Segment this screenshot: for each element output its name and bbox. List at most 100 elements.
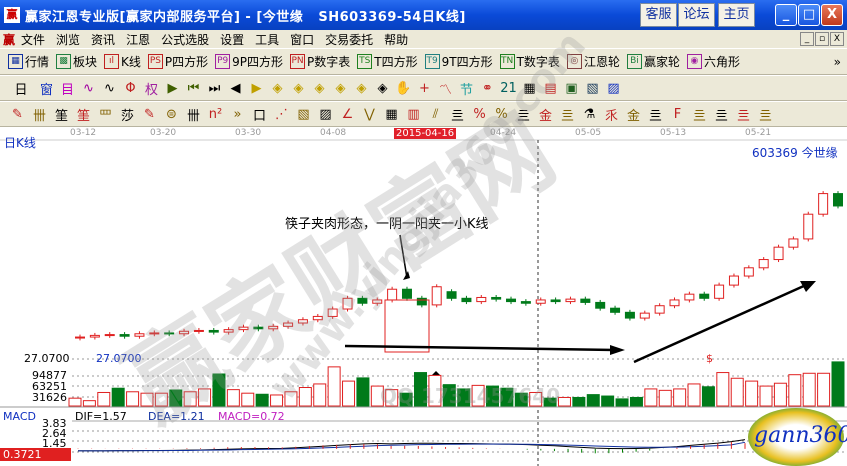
chart-tool-icon[interactable]: Φ [125,80,136,96]
chart-tool-icon[interactable]: 节 [459,82,473,98]
chart-tool-icon[interactable]: 21 [500,80,517,96]
drawing-tool-icon[interactable]: ⊜ [166,106,177,122]
toolbar-kline-button[interactable]: ıl K线 [104,53,141,70]
menu-trade[interactable]: 交易委托 [325,32,374,47]
period-select[interactable]: 日 [14,82,28,98]
toolbar-p9-button[interactable]: P9 9P四方形 [215,53,283,70]
mdi-minimize-button[interactable]: _ [800,32,814,46]
drawing-tool-icon[interactable]: 亖 [692,108,706,124]
chart-tool-icon[interactable]: ⏭ [208,80,221,96]
drawing-tool-icon[interactable]: 罒 [98,108,112,124]
drawing-tool-icon[interactable]: ✎ [12,106,23,122]
customer-service-button[interactable]: 客服 [640,3,677,27]
drawing-tool-icon[interactable]: 金 [538,108,552,124]
drawing-tool-icon[interactable]: » [233,106,242,122]
menu-browse[interactable]: 浏览 [56,32,81,47]
chart-tool-icon[interactable]: ◈ [377,80,388,96]
chart-tool-icon[interactable]: ◈ [314,80,325,96]
chart-tool-icon[interactable]: + [419,80,430,96]
chart-tool-icon[interactable]: 目 [60,82,74,98]
toolbar-t-square-button[interactable]: TS T四方形 [357,53,418,70]
chart-tool-icon[interactable]: ▤ [544,80,557,96]
drawing-tool-icon[interactable]: 筀 [54,108,68,124]
chart-tool-icon[interactable]: ◈ [293,80,304,96]
toolbar-tn-button[interactable]: TN T数字表 [499,53,560,70]
chart-tool-icon[interactable]: ▦ [523,80,536,96]
close-button[interactable]: X [821,4,843,26]
drawing-tool-icon[interactable]: ✎ [144,106,155,122]
drawing-tool-icon[interactable]: 筀 [76,108,90,124]
candle [223,329,234,333]
drawing-tool-icon[interactable]: 乑 [604,108,618,124]
chart-tool-icon[interactable]: ▶ [167,80,178,96]
kline-chart[interactable] [0,127,847,466]
toolbar-gann-wheel-button[interactable]: ◎ 江恩轮 [566,53,620,70]
chart-tool-icon[interactable]: 〽 [438,82,452,98]
chart-tool-icon[interactable]: ⏮ [187,80,200,96]
chart-tool-icon[interactable]: ▧ [586,80,599,96]
menu-window[interactable]: 窗口 [290,32,315,47]
menu-info[interactable]: 资讯 [91,32,116,47]
drawing-tool-icon[interactable]: 卌 [186,108,200,124]
chart-tool-icon[interactable]: ⚭ [482,80,493,96]
drawing-tool-icon[interactable]: ▨ [319,106,332,122]
toolbar-blocks-button[interactable]: ▩ 板块 [56,53,97,70]
drawing-tool-icon[interactable]: % [473,106,486,122]
drawing-tool-icon[interactable]: ⋁ [364,106,375,122]
chart-tool-icon[interactable]: ∿ [83,80,94,96]
menu-file[interactable]: 文件 [21,32,46,47]
t9-icon: T9 [424,54,440,69]
chart-tool-icon[interactable]: 权 [144,82,158,98]
drawing-tool-icon[interactable]: 亖 [560,108,574,124]
drawing-tool-icon[interactable]: 亖 [758,108,772,124]
maximize-button[interactable]: □ [798,4,820,26]
drawing-tool-icon[interactable]: 亖 [714,108,728,124]
drawing-tool-icon[interactable]: F [673,106,682,122]
drawing-tool-icon[interactable]: ∠ [341,106,354,122]
forum-button[interactable]: 论坛 [678,3,715,27]
drawing-tool-icon[interactable]: 亖 [516,108,530,124]
candle [372,299,383,304]
toolbar-t9-button[interactable]: T9 9T四方形 [424,53,493,70]
menu-gann[interactable]: 江恩 [126,32,151,47]
drawing-tool-icon[interactable]: n² [208,106,223,122]
drawing-tool-icon[interactable]: ▥ [407,106,420,122]
chart-tool-icon[interactable]: ▣ [565,80,578,96]
home-button[interactable]: 主页 [718,3,755,27]
drawing-tool-icon[interactable]: 金 [626,108,640,124]
drawing-tool-icon[interactable]: ⫽ [432,106,439,122]
drawing-tool-icon[interactable]: 口 [252,108,266,124]
menu-formula[interactable]: 公式选股 [161,32,210,47]
chart-tool-icon[interactable]: ▶ [251,80,262,96]
drawing-tool-icon[interactable]: 卌 [32,108,46,124]
mdi-close-button[interactable]: X [830,32,844,46]
chart-tool-icon[interactable]: ◈ [272,80,283,96]
chart-tool-icon[interactable]: ▨ [607,80,620,96]
menu-help[interactable]: 帮助 [384,32,409,47]
drawing-tool-icon[interactable]: ▧ [297,106,310,122]
chart-tool-icon[interactable]: 窗 [39,82,53,98]
drawing-tool-icon[interactable]: 莎 [120,108,134,124]
drawing-tool-icon[interactable]: % [495,106,508,122]
mdi-restore-button[interactable]: ▫ [815,32,829,46]
chart-tool-icon[interactable]: ◈ [335,80,346,96]
chart-tool-icon[interactable]: ◀ [230,80,241,96]
toolbar-hexagon-button[interactable]: ◉ 六角形 [686,53,740,70]
drawing-tool-icon[interactable]: 亖 [450,108,464,124]
drawing-tool-icon[interactable]: 亖 [736,108,750,124]
chart-tool-icon[interactable]: ✋ [395,80,412,96]
drawing-tool-icon[interactable]: ⋰ [275,106,288,122]
menu-settings[interactable]: 设置 [220,32,245,47]
toolbar-more-button[interactable]: » [833,54,841,69]
minimize-button[interactable]: _ [775,4,797,26]
menu-tools[interactable]: 工具 [255,32,280,47]
toolbar-yingjia-wheel-button[interactable]: Bi 赢家轮 [626,53,680,70]
toolbar-table-button[interactable]: ▦ 行情 [8,53,49,70]
toolbar-p-square-button[interactable]: PS P四方形 [147,53,208,70]
drawing-tool-icon[interactable]: ▦ [385,106,398,122]
chart-tool-icon[interactable]: ∿ [104,80,115,96]
drawing-tool-icon[interactable]: 亖 [648,108,662,124]
toolbar-pn-button[interactable]: PN P数字表 [290,53,350,70]
drawing-tool-icon[interactable]: ⚗ [583,106,596,122]
chart-tool-icon[interactable]: ◈ [356,80,367,96]
